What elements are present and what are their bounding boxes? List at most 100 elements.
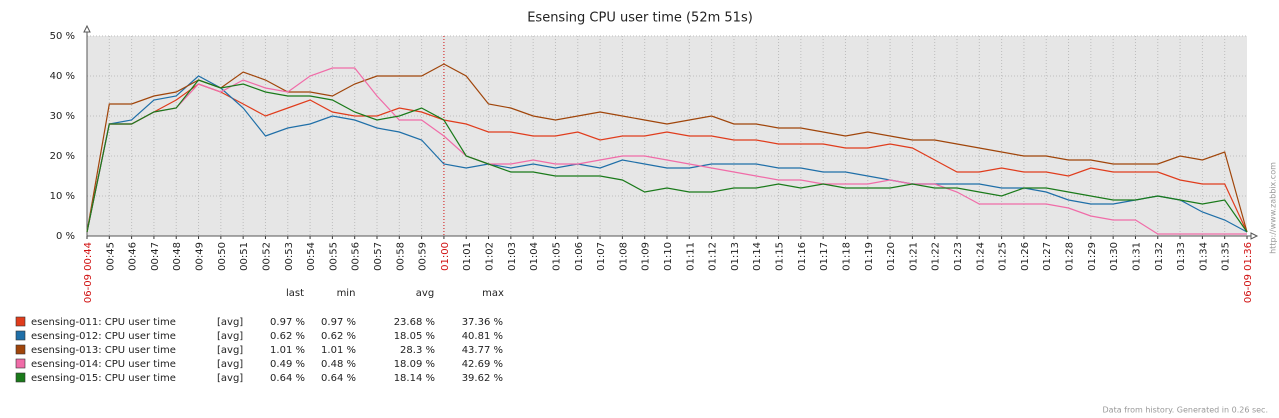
legend-value: 18.14 % xyxy=(394,373,435,384)
x-tick-label: 00:53 xyxy=(284,242,295,271)
series-line xyxy=(86,63,1248,233)
x-tick-label: 01:07 xyxy=(596,242,607,271)
x-tick-label: 01:02 xyxy=(485,242,496,271)
legend-header: last xyxy=(286,288,304,299)
x-tick-label: 01:06 xyxy=(574,242,585,271)
x-tick-label: 01:34 xyxy=(1198,242,1209,271)
x-tick-label: 00:54 xyxy=(306,242,317,271)
y-tick-label: 30 % xyxy=(50,111,75,122)
legend-label: esensing-013: CPU user time xyxy=(31,345,176,356)
x-tick-label: 01:13 xyxy=(730,242,741,271)
legend-label: esensing-014: CPU user time xyxy=(31,359,176,370)
legend-value: 0.62 % xyxy=(270,331,305,342)
series-line xyxy=(86,83,1248,233)
x-tick-label: 00:45 xyxy=(105,242,116,271)
legend-value: 42.69 % xyxy=(462,359,503,370)
x-tick-label: 01:00 xyxy=(440,242,451,271)
legend-swatch xyxy=(15,372,26,383)
legend-swatch xyxy=(15,344,26,355)
x-tick-label: 00:47 xyxy=(150,242,161,271)
x-tick-label: 00:59 xyxy=(418,242,429,271)
series-line xyxy=(86,75,1248,233)
legend-value: 23.68 % xyxy=(394,317,435,328)
x-tick-label: 01:32 xyxy=(1154,242,1165,271)
legend-value: 1.01 % xyxy=(270,345,305,356)
x-tick-label: 01:18 xyxy=(841,242,852,271)
legend-value: 0.62 % xyxy=(321,331,356,342)
x-tick-label: 00:57 xyxy=(373,242,384,271)
x-tick-label: 00:51 xyxy=(239,242,250,271)
series-line xyxy=(86,79,1248,233)
x-tick-label: 00:49 xyxy=(195,242,206,271)
x-tick-label: 01:27 xyxy=(1042,242,1053,271)
x-tick-label: 00:58 xyxy=(395,242,406,271)
x-tick-label: 01:15 xyxy=(775,242,786,271)
x-tick-label: 01:29 xyxy=(1087,242,1098,271)
legend-header: max xyxy=(482,288,504,299)
legend-value: 18.09 % xyxy=(394,359,435,370)
x-tick-label: 01:14 xyxy=(752,242,763,271)
legend-value: 0.97 % xyxy=(270,317,305,328)
x-tick-label: 01:35 xyxy=(1221,242,1232,271)
x-tick-label: 01:09 xyxy=(641,242,652,271)
x-tick-label: 00:56 xyxy=(351,242,362,271)
legend-func: [avg] xyxy=(217,359,243,370)
legend-func: [avg] xyxy=(217,317,243,328)
x-tick-label: 01:21 xyxy=(908,242,919,271)
series-line xyxy=(86,67,1247,235)
x-tick-label: 01:04 xyxy=(529,242,540,271)
legend-label: esensing-015: CPU user time xyxy=(31,373,176,384)
legend-func: [avg] xyxy=(217,373,243,384)
legend-func: [avg] xyxy=(217,345,243,356)
x-tick-label: 01:03 xyxy=(507,242,518,271)
x-tick-label: 01:23 xyxy=(953,242,964,271)
x-tick-label: 01:16 xyxy=(797,242,808,271)
x-tick-label: 01:24 xyxy=(975,242,986,271)
legend-label: esensing-011: CPU user time xyxy=(31,317,176,328)
legend-value: 1.01 % xyxy=(321,345,356,356)
x-tick-label: 01:19 xyxy=(864,242,875,271)
axis-arrow xyxy=(1250,232,1259,240)
x-tick-label: 01:10 xyxy=(663,242,674,271)
x-tick-label: 01:28 xyxy=(1065,242,1076,271)
legend-value: 39.62 % xyxy=(462,373,503,384)
legend-value: 0.64 % xyxy=(321,373,356,384)
legend-value: 0.49 % xyxy=(270,359,305,370)
x-tick-label: 01:25 xyxy=(998,242,1009,271)
x-tick-label: 06-09 01:36 xyxy=(1243,242,1254,303)
x-tick-label: 00:55 xyxy=(328,242,339,271)
legend-header: min xyxy=(337,288,356,299)
x-tick-label: 01:30 xyxy=(1109,242,1120,271)
x-tick-label: 01:08 xyxy=(618,242,629,271)
x-tick-label: 01:05 xyxy=(551,242,562,271)
legend-value: 37.36 % xyxy=(462,317,503,328)
legend-swatch xyxy=(15,316,26,327)
x-tick-label: 00:48 xyxy=(172,242,183,271)
x-tick-label: 00:52 xyxy=(261,242,272,271)
x-tick-label: 01:20 xyxy=(886,242,897,271)
y-tick-label: 50 % xyxy=(50,31,75,42)
x-tick-label: 01:01 xyxy=(462,242,473,271)
x-tick-label: 01:26 xyxy=(1020,242,1031,271)
x-tick-label: 06-09 00:44 xyxy=(83,242,94,303)
watermark: http://www.zabbix.com xyxy=(1269,162,1278,254)
x-tick-label: 01:31 xyxy=(1131,242,1142,271)
x-tick-label: 00:50 xyxy=(217,242,228,271)
legend-header: avg xyxy=(416,288,434,299)
x-tick-label: 01:33 xyxy=(1176,242,1187,271)
legend-value: 0.97 % xyxy=(321,317,356,328)
legend-value: 40.81 % xyxy=(462,331,503,342)
y-tick-label: 20 % xyxy=(50,151,75,162)
legend-value: 18.05 % xyxy=(394,331,435,342)
x-tick-label: 01:17 xyxy=(819,242,830,271)
footer: Data from history. Generated in 0.26 sec… xyxy=(1103,406,1268,415)
legend-swatch xyxy=(15,330,26,341)
legend-value: 0.64 % xyxy=(270,373,305,384)
x-tick-label: 01:11 xyxy=(685,242,696,271)
x-tick-label: 01:22 xyxy=(931,242,942,271)
axis-arrow xyxy=(83,24,91,33)
legend-value: 28.3 % xyxy=(400,345,435,356)
x-tick-label: 01:12 xyxy=(708,242,719,271)
y-tick-label: 40 % xyxy=(50,71,75,82)
